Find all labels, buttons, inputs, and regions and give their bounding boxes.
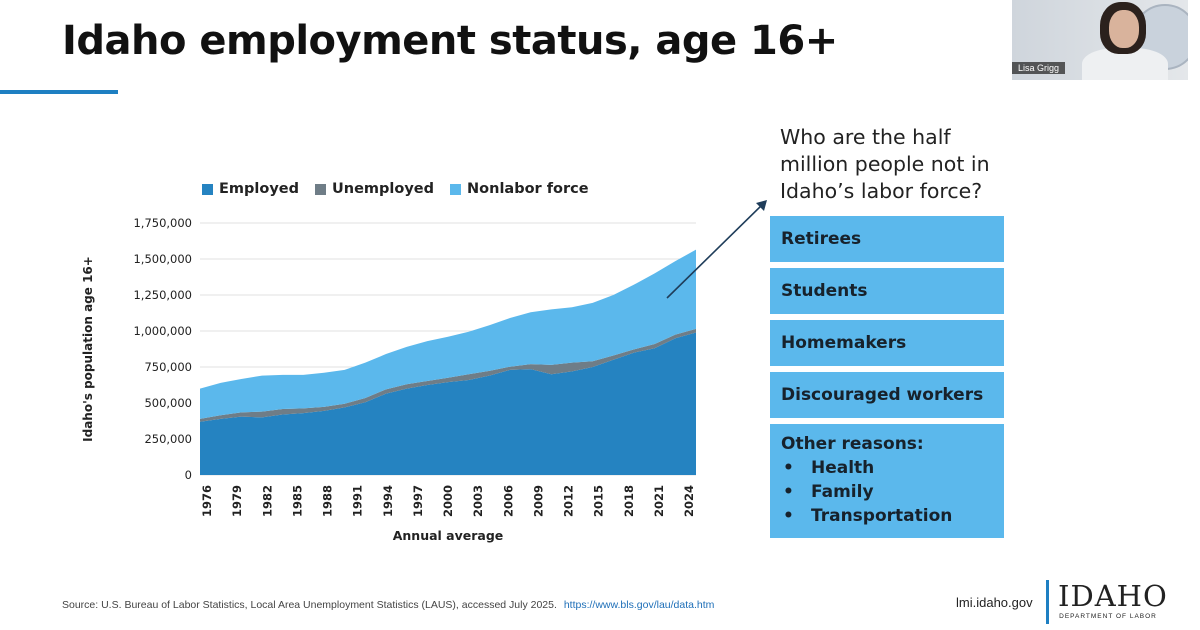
legend-label-unemployed: Unemployed <box>332 181 435 197</box>
presenter-name-tag: Lisa Grigg <box>1012 62 1066 74</box>
other-reason-label: Family <box>811 482 874 502</box>
bullet-icon: • <box>783 506 794 526</box>
slide-title: Idaho employment status, age 16+ <box>62 18 838 64</box>
legend-swatch-employed <box>202 183 213 195</box>
presenter-webcam: Lisa Grigg <box>1012 0 1188 80</box>
x-tick-label: 2018 <box>622 485 636 517</box>
reason-homemakers: Homemakers <box>770 320 1004 366</box>
x-tick-label: 1997 <box>411 485 425 517</box>
idaho-dol-logo: IDAHO DEPARTMENT OF LABOR <box>1058 579 1168 622</box>
logo-subtitle: DEPARTMENT OF LABOR <box>1059 613 1157 620</box>
area-nonlabor-force <box>200 249 696 419</box>
reason-retirees: Retirees <box>770 216 1004 262</box>
reason-students: Students <box>770 268 1004 314</box>
legend-item-nonlabor: Nonlabor force <box>450 181 589 197</box>
x-tick-label: 2006 <box>501 485 515 517</box>
other-reason-health: • Health <box>781 456 993 480</box>
y-tick-label: 1,000,000 <box>133 324 192 338</box>
y-tick-label: 750,000 <box>144 360 192 374</box>
y-tick-label: 500,000 <box>144 396 192 410</box>
x-tick-label: 1985 <box>290 485 304 517</box>
x-tick-label: 1979 <box>230 485 244 517</box>
x-tick-label: 1994 <box>381 485 395 517</box>
other-reasons-heading: Other reasons: <box>781 434 924 454</box>
x-tick-label: 2021 <box>652 485 666 517</box>
area-employed <box>200 332 696 475</box>
legend-label-employed: Employed <box>219 181 299 197</box>
x-tick-label: 2024 <box>682 485 696 517</box>
y-tick-label: 1,500,000 <box>133 252 192 266</box>
logo-divider <box>1046 580 1049 624</box>
y-tick-label: 1,750,000 <box>133 216 192 230</box>
arrow-head-icon <box>756 200 767 211</box>
other-reason-label: Health <box>811 458 875 478</box>
legend-item-unemployed: Unemployed <box>315 181 434 197</box>
employment-area-chart: 0 250,000 500,000 750,000 1,000,000 1,250,000… <box>81 200 767 543</box>
y-tick-label: 1,250,000 <box>133 288 192 302</box>
x-tick-label: 2012 <box>562 485 576 517</box>
legend-swatch-unemployed <box>315 183 326 195</box>
title-accent-rule <box>0 90 118 94</box>
x-tick-label: 1991 <box>351 485 365 517</box>
x-tick-label: 1988 <box>321 485 335 517</box>
x-tick-label: 1976 <box>200 485 214 517</box>
y-tick-label: 0 <box>185 468 192 482</box>
source-text: Source: U.S. Bureau of Labor Statistics,… <box>62 599 557 611</box>
annotation-arrow-line <box>666 203 764 299</box>
y-axis-title: Idaho's population age 16+ <box>81 256 95 442</box>
other-reason-family: • Family <box>781 480 993 504</box>
x-tick-label: 2015 <box>592 485 606 517</box>
question-text: Who are the half million people not in I… <box>780 125 990 203</box>
reasons-list: Retirees Students Homemakers Discouraged… <box>770 216 1004 538</box>
y-tick-label: 250,000 <box>144 432 192 446</box>
chart-legend: Employed Unemployed Nonlabor force <box>202 181 589 197</box>
x-axis-title: Annual average <box>393 528 504 543</box>
area-unemployed <box>200 328 696 422</box>
bullet-icon: • <box>783 482 794 502</box>
x-tick-label: 1982 <box>260 485 274 517</box>
presenter-face <box>1109 10 1139 48</box>
x-tick-label: 2009 <box>531 485 545 517</box>
legend-item-employed: Employed <box>202 181 299 197</box>
bullet-icon: • <box>783 458 794 478</box>
x-tick-label: 2000 <box>441 485 455 517</box>
source-link[interactable]: https://www.bls.gov/lau/data.htm <box>563 599 715 611</box>
site-url[interactable]: lmi.idaho.gov <box>956 595 1033 610</box>
legend-swatch-nonlabor <box>450 183 462 195</box>
source-note: Source: U.S. Bureau of Labor Statistics,… <box>62 599 714 611</box>
other-reason-label: Transportation <box>811 506 953 526</box>
other-reason-transportation: • Transportation <box>781 504 993 528</box>
reason-other: Other reasons: • Health • Family • Transpor… <box>770 424 1004 538</box>
reason-discouraged-workers: Discouraged workers <box>770 372 1004 418</box>
legend-label-nonlabor: Nonlabor force <box>467 181 589 197</box>
x-tick-label: 2003 <box>471 485 485 517</box>
logo-wordmark: IDAHO <box>1058 579 1168 613</box>
